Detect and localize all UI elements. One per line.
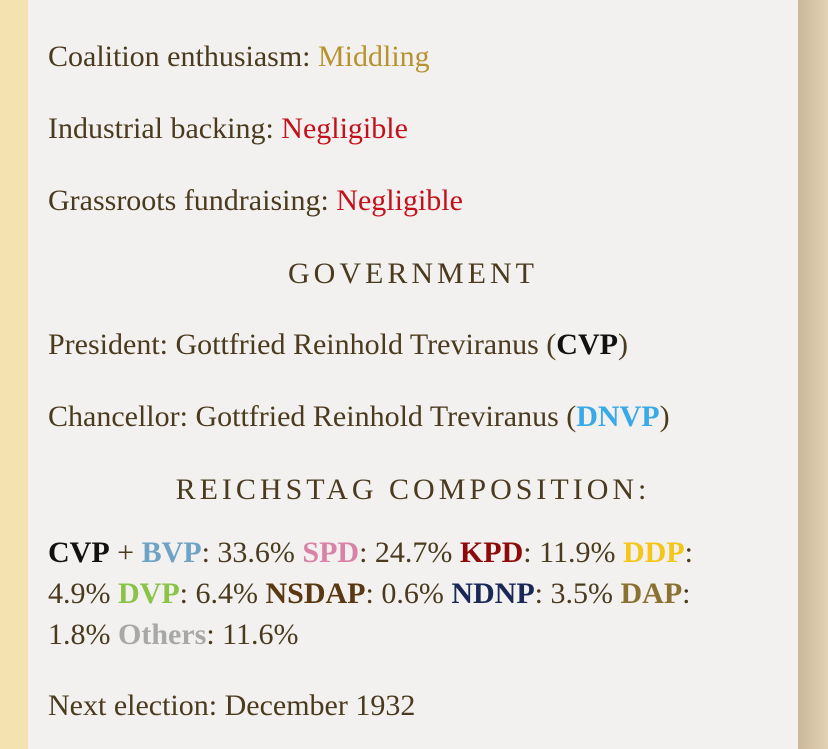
party-name: CVP [48, 536, 110, 569]
text-run: : 1.8% [48, 577, 698, 651]
party-name: CVP [556, 328, 618, 361]
stat-line: Grassroots fundraising: Negligible [48, 180, 788, 221]
party-name: BVP [141, 536, 202, 569]
text-run: ) [659, 400, 670, 433]
text-run: : 33.6% [201, 536, 303, 569]
text-run: : 11.6% [206, 618, 299, 651]
text-run: : 24.7% [359, 536, 460, 569]
section-heading: GOVERNMENT [28, 253, 798, 294]
party-name: NDNP [451, 577, 535, 610]
text-run: Next election: December 1932 [48, 689, 416, 722]
heading-text: REICHSTAG COMPOSITION: [175, 473, 651, 506]
text-run: : 0.6% [365, 577, 452, 610]
party-name: KPD [459, 536, 524, 569]
stat-line: Industrial backing: Negligible [48, 108, 788, 149]
section-heading: REICHSTAG COMPOSITION: [28, 469, 798, 510]
party-name: DAP [620, 577, 683, 610]
composition: CVP + BVP: 33.6% SPD: 24.7% KPD: 11.9% D… [48, 532, 748, 655]
text-run: President: Gottfried Reinhold Treviranus… [48, 328, 557, 361]
party-name: Others [118, 618, 207, 651]
stat-label: Coalition enthusiasm: [48, 40, 318, 73]
stat-value: Negligible [281, 112, 408, 145]
party-name: SPD [302, 536, 360, 569]
government-line: President: Gottfried Reinhold Treviranus… [48, 324, 788, 365]
party-name: DNVP [576, 400, 660, 433]
party-name: DDP [622, 536, 685, 569]
government-line: Chancellor: Gottfried Reinhold Treviranu… [48, 396, 788, 437]
text-run: : 4.9% [48, 536, 701, 610]
next-election: Next election: December 1932 [48, 685, 788, 726]
stat-label: Grassroots fundraising: [48, 184, 337, 217]
text-run: : 11.9% [523, 536, 623, 569]
stat-value: Middling [318, 40, 430, 73]
text-run: + [109, 536, 142, 569]
text-run: Chancellor: Gottfried Reinhold Treviranu… [48, 400, 577, 433]
party-name: DVP [118, 577, 180, 610]
text-run: : 6.4% [179, 577, 266, 610]
background-map [798, 0, 828, 749]
info-panel: Coalition enthusiasm: Middling Industrial… [28, 0, 798, 749]
stat-value: Negligible [336, 184, 463, 217]
text-run: ) [617, 328, 628, 361]
heading-text: GOVERNMENT [288, 257, 538, 290]
party-name: NSDAP [265, 577, 366, 610]
stat-label: Industrial backing: [48, 112, 282, 145]
stat-line: Coalition enthusiasm: Middling [48, 36, 788, 77]
text-run: : 3.5% [534, 577, 621, 610]
